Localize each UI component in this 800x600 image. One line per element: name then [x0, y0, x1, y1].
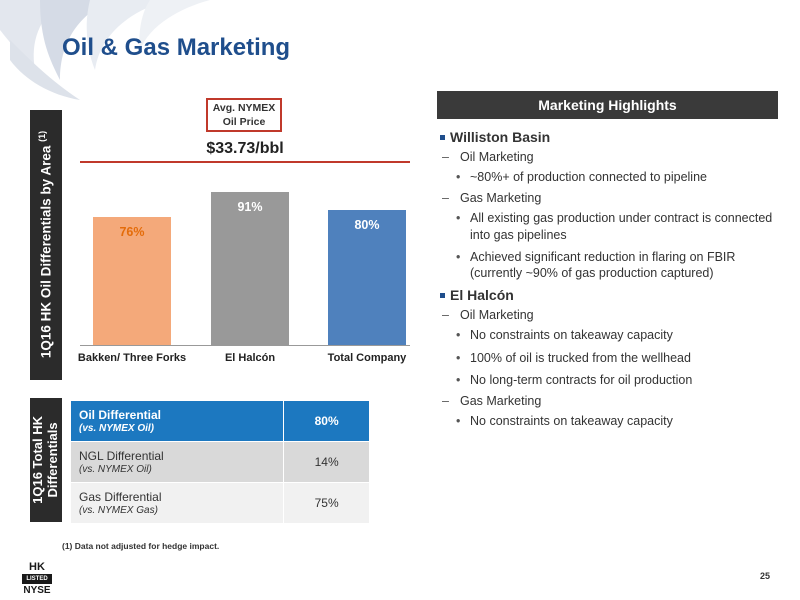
logo-listed: LISTED	[22, 574, 52, 584]
row-value: 75%	[283, 482, 370, 524]
highlights-header: Marketing Highlights	[437, 91, 778, 119]
nymex-price-label: $33.73/bbl	[206, 140, 284, 157]
chart-baseline	[80, 345, 410, 346]
logo-ticker: HK	[29, 561, 45, 573]
section-title: Williston Basin	[440, 129, 785, 145]
bullet-item: No constraints on takeaway capacity	[440, 327, 785, 344]
table-row: Gas Differential (vs. NYMEX Gas) 75%	[69, 482, 370, 524]
bullet-item: No constraints on takeaway capacity	[440, 413, 785, 430]
row-name: Gas Differential	[79, 490, 162, 504]
highlights-body: Williston Basin Oil Marketing ~80%+ of p…	[440, 127, 785, 435]
bullet-item: All existing gas production under contra…	[440, 210, 785, 243]
row-name: Oil Differential	[79, 408, 162, 422]
chart-side-label: 1Q16 HK Oil Differentials by Area (1)	[30, 110, 62, 380]
row-sub: (vs. NYMEX Oil)	[79, 464, 152, 475]
oil-differentials-chart: Avg. NYMEX Oil Price $33.73/bbl 76% Bakke…	[70, 90, 420, 390]
row-value: 14%	[283, 441, 370, 483]
category-label: Bakken/ Three Forks	[77, 352, 187, 364]
group-label: Oil Marketing	[440, 150, 785, 164]
nymex-box-line2: Oil Price	[222, 116, 266, 128]
hk-nyse-logo: HK LISTED NYSE	[22, 562, 52, 596]
page-title: Oil & Gas Marketing	[62, 34, 291, 61]
row-value: 80%	[283, 400, 370, 442]
section-title: El Halcón	[440, 287, 785, 303]
table-side-label-line1: 1Q16 Total HK	[30, 416, 46, 504]
group-label: Gas Marketing	[440, 394, 785, 408]
bar-value-label: 91%	[237, 199, 263, 214]
row-sub: (vs. NYMEX Gas)	[79, 505, 158, 516]
page-number: 25	[760, 571, 771, 581]
category-label: El Halcón	[224, 352, 276, 364]
footnote-ref: (1)	[37, 131, 48, 143]
bullet-item: No long-term contracts for oil productio…	[440, 372, 785, 389]
bullet-item: 100% of oil is trucked from the wellhead	[440, 350, 785, 367]
table-side-label-line2: Differentials	[45, 422, 61, 498]
bar-value-label: 80%	[354, 218, 380, 233]
bar-value-label: 76%	[119, 224, 145, 239]
table-side-label: 1Q16 Total HK Differentials	[30, 398, 62, 522]
bar-2: 80%	[328, 210, 406, 345]
table-cell-name: Gas Differential (vs. NYMEX Gas)	[69, 482, 285, 524]
table-row: Oil Differential (vs. NYMEX Oil) 80%	[69, 400, 370, 442]
table-cell-name: Oil Differential (vs. NYMEX Oil)	[69, 400, 285, 442]
category-label: Total Company	[327, 352, 407, 364]
bullet-item: Achieved significant reduction in flarin…	[440, 249, 785, 282]
group-label: Gas Marketing	[440, 191, 785, 205]
differentials-table: Oil Differential (vs. NYMEX Oil) 80% NGL…	[69, 400, 370, 524]
bar-1: 91%	[211, 191, 289, 345]
table-row: NGL Differential (vs. NYMEX Oil) 14%	[69, 441, 370, 483]
row-sub: (vs. NYMEX Oil)	[79, 423, 155, 434]
footnote: (1) Data not adjusted for hedge impact.	[62, 541, 220, 551]
bar-0: 76%	[93, 216, 171, 345]
eagle-logo-watermark	[0, 0, 210, 100]
nymex-reference-box: Avg. NYMEX Oil Price	[206, 98, 282, 132]
chart-side-label-text: 1Q16 HK Oil Differentials by Area	[38, 146, 54, 359]
nymex-box-line1: Avg. NYMEX	[212, 102, 276, 114]
bullet-item: ~80%+ of production connected to pipelin…	[440, 169, 785, 186]
group-label: Oil Marketing	[440, 308, 785, 322]
nymex-reference-line	[80, 161, 410, 163]
logo-exchange: NYSE	[23, 585, 51, 596]
row-name: NGL Differential	[79, 449, 164, 463]
table-cell-name: NGL Differential (vs. NYMEX Oil)	[69, 441, 285, 483]
